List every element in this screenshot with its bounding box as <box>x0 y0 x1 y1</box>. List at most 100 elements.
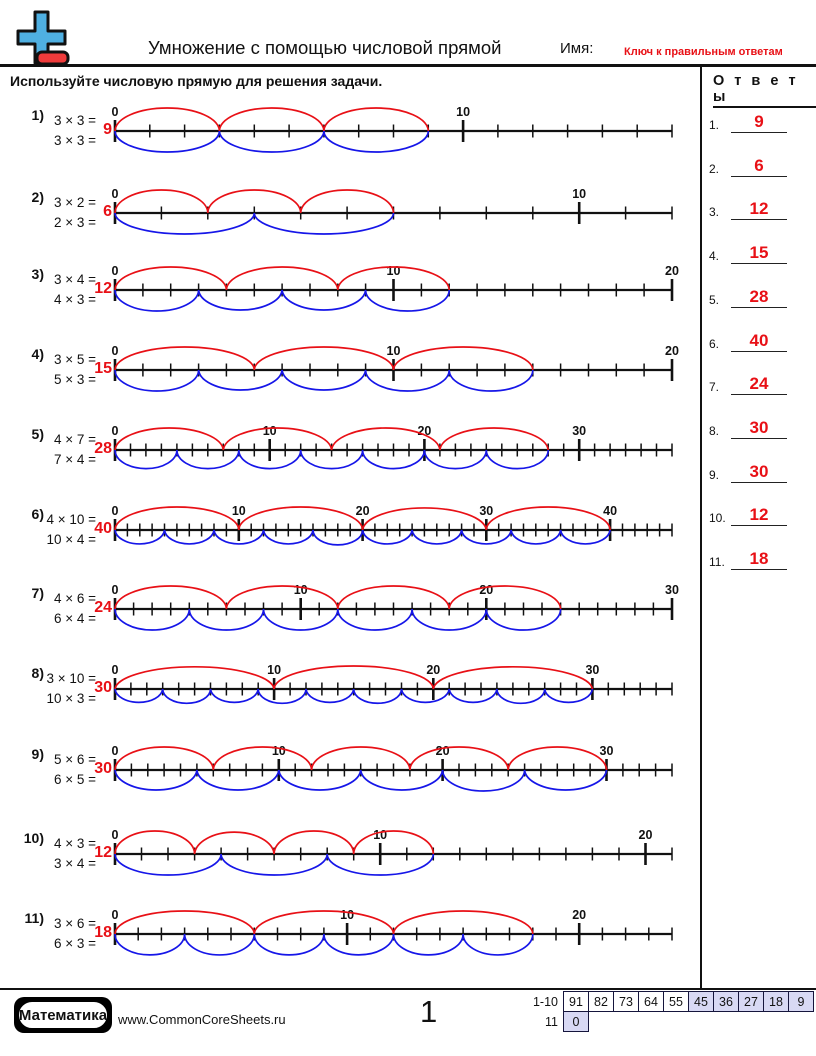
equation-1: 3 × 3 = <box>53 113 96 128</box>
red-hop-arc <box>225 585 339 610</box>
problem-answer: 18 <box>94 924 112 941</box>
answer-value: 12 <box>749 199 769 219</box>
red-hop-arc <box>507 746 608 771</box>
blue-hop-arc <box>114 289 200 312</box>
answers-title: О т в е т ы <box>713 73 816 108</box>
blue-hop-arc <box>114 933 186 956</box>
red-hop-arc <box>336 266 451 291</box>
equation-1: 3 × 5 = <box>53 352 96 367</box>
blue-hop-arc <box>411 608 488 631</box>
red-hop-arc <box>193 831 275 855</box>
score-cell: 9 <box>788 991 814 1012</box>
blue-hop-arc <box>114 769 198 791</box>
blue-hop-arc <box>485 608 562 631</box>
tick-label: 30 <box>572 424 586 438</box>
problem-10: 10) 4 × 3 = 3 × 4 = 12 0 10 20 <box>0 828 700 912</box>
tick-label: 10 <box>294 583 308 597</box>
number-line: 0 10 20 30 <box>112 663 673 705</box>
answer-row: 5. 28 <box>702 283 816 309</box>
problem-answer: 30 <box>94 760 112 777</box>
tick-label: 10 <box>340 908 354 922</box>
score-row: 1-10 91 82 73 64 55 45 36 27 18 9 <box>518 991 814 1012</box>
blue-hop-arc <box>253 933 325 956</box>
number-line: 0 10 20 <box>112 828 673 876</box>
red-hop-arc <box>206 189 302 214</box>
blue-hop-arc <box>114 369 200 392</box>
red-hop-arc <box>253 910 395 935</box>
blue-hop-arc <box>114 853 222 876</box>
equation-1: 3 × 6 = <box>53 916 96 931</box>
answer-row: 4. 15 <box>702 239 816 265</box>
answer-row: 8. 30 <box>702 414 816 440</box>
blue-hop-arc <box>460 529 512 545</box>
number-line-wrap: 0 10 20 <box>93 252 683 332</box>
tick-label: 10 <box>232 504 246 518</box>
blue-hop-arc <box>336 608 413 631</box>
tick-label: 10 <box>263 424 277 438</box>
number-line: 0 10 <box>112 187 673 235</box>
header-divider <box>0 64 816 67</box>
answer-underline: 28 <box>731 287 787 308</box>
blue-hop-arc <box>364 369 451 392</box>
number-line: 0 10 20 30 40 <box>112 504 673 546</box>
page-title: Умножение с помощью числовой прямой <box>148 37 502 58</box>
tick-label: 0 <box>112 744 119 758</box>
equation-2: 4 × 3 = <box>53 292 96 307</box>
answer-value: 15 <box>749 243 769 263</box>
red-hop-arc <box>114 746 215 771</box>
red-hop-arc <box>448 585 562 610</box>
red-hop-arc <box>225 266 339 291</box>
number-line-wrap: 0 10 <box>93 93 683 173</box>
equation-2: 6 × 3 = <box>53 936 96 951</box>
answer-underline: 18 <box>731 549 787 570</box>
equation-1: 4 × 10 = <box>46 512 96 527</box>
score-cell: 64 <box>638 991 664 1012</box>
blue-hop-arc <box>411 529 463 545</box>
red-hop-arc <box>114 189 209 214</box>
blue-hop-arc <box>323 130 430 153</box>
equation-1: 4 × 7 = <box>53 432 96 447</box>
blue-hop-arc <box>352 688 403 705</box>
tick-label: 20 <box>639 828 653 842</box>
blue-hop-arc <box>218 130 325 153</box>
answer-value: 12 <box>749 505 769 525</box>
red-hop-arc <box>237 506 364 531</box>
answer-underline: 6 <box>731 156 787 177</box>
number-line: 0 10 20 30 <box>112 424 673 470</box>
answer-underline: 9 <box>731 112 787 133</box>
equation-1: 3 × 4 = <box>53 272 96 287</box>
problem-11: 11) 3 × 6 = 6 × 3 = 18 0 10 20 <box>0 908 700 992</box>
score-cell: 82 <box>588 991 614 1012</box>
tick-label: 0 <box>112 187 119 201</box>
problem-answer: 12 <box>94 844 112 861</box>
tick-label: 10 <box>456 105 470 119</box>
answer-value: 40 <box>749 330 769 350</box>
equation-2: 2 × 3 = <box>53 215 96 230</box>
name-label: Имя: <box>560 40 594 57</box>
answer-number: 7. <box>709 380 720 395</box>
tick-label: 0 <box>112 828 119 842</box>
number-line-wrap: 0 10 20 30 <box>93 651 683 731</box>
red-hop-arc <box>409 746 510 771</box>
tick-label: 0 <box>112 344 119 358</box>
red-hop-arc <box>114 830 196 855</box>
answer-number: 6. <box>709 336 720 351</box>
tick-label: 0 <box>112 424 119 438</box>
blue-hop-arc <box>323 933 395 956</box>
problem-answer: 12 <box>94 280 112 297</box>
answer-underline: 30 <box>731 462 787 483</box>
blue-hop-arc <box>114 688 164 704</box>
problem-5: 5) 4 × 7 = 7 × 4 = 28 0 10 20 30 <box>0 424 700 508</box>
problem-number: 3) <box>31 266 44 282</box>
blue-hop-arc <box>209 688 260 704</box>
score-cell: 91 <box>563 991 589 1012</box>
blue-hop-arc <box>262 529 314 545</box>
red-hop-arc <box>114 585 228 610</box>
answer-row: 6. 40 <box>702 327 816 353</box>
tick-label: 0 <box>112 504 119 518</box>
answer-underline: 12 <box>731 199 787 221</box>
number-line: 0 10 20 30 <box>112 744 673 792</box>
problem-number: 9) <box>31 746 44 762</box>
number-line: 0 10 <box>112 105 673 153</box>
blue-hop-arc <box>277 769 362 791</box>
